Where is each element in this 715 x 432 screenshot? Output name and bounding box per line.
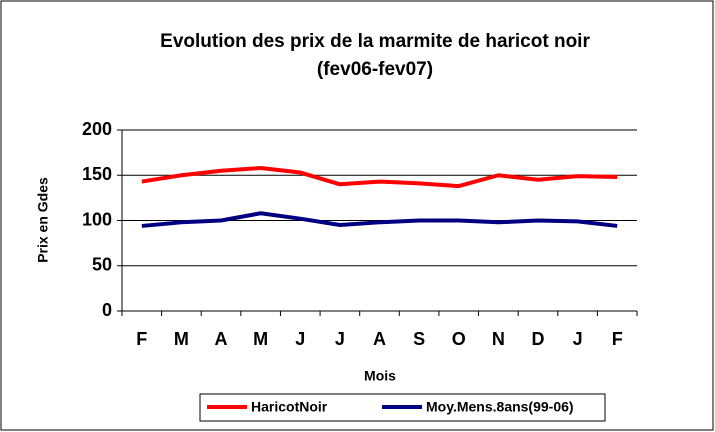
x-tick-label: S	[413, 329, 425, 349]
x-tick-label: O	[452, 329, 466, 349]
x-axis-label: Mois	[364, 368, 396, 384]
x-tick-label: N	[492, 329, 505, 349]
chart-subtitle: (fev06-fev07)	[317, 59, 433, 80]
x-tick-label: F	[612, 329, 623, 349]
x-tick-label: J	[295, 329, 305, 349]
chart-title: Evolution des prix de la marmite de hari…	[160, 31, 590, 52]
x-tick-label: J	[573, 329, 583, 349]
x-tick-label: M	[174, 329, 189, 349]
x-tick-label: A	[373, 329, 386, 349]
y-axis-label: Prix en Gdes	[35, 177, 51, 263]
y-tick-label: 0	[102, 300, 112, 320]
x-tick-label: A	[215, 329, 228, 349]
legend-label: Moy.Mens.8ans(99-06)	[426, 399, 574, 415]
y-tick-label: 200	[82, 119, 112, 139]
x-tick-label: M	[253, 329, 268, 349]
y-tick-label: 100	[82, 209, 112, 229]
line-series	[141, 211, 618, 228]
y-tick-label: 150	[82, 164, 112, 184]
legend-label: HaricotNoir	[251, 399, 328, 415]
x-tick-label: F	[136, 329, 147, 349]
y-tick-label: 50	[92, 255, 112, 275]
x-tick-label: D	[531, 329, 544, 349]
x-tick-label: J	[335, 329, 345, 349]
line-series	[141, 166, 618, 189]
